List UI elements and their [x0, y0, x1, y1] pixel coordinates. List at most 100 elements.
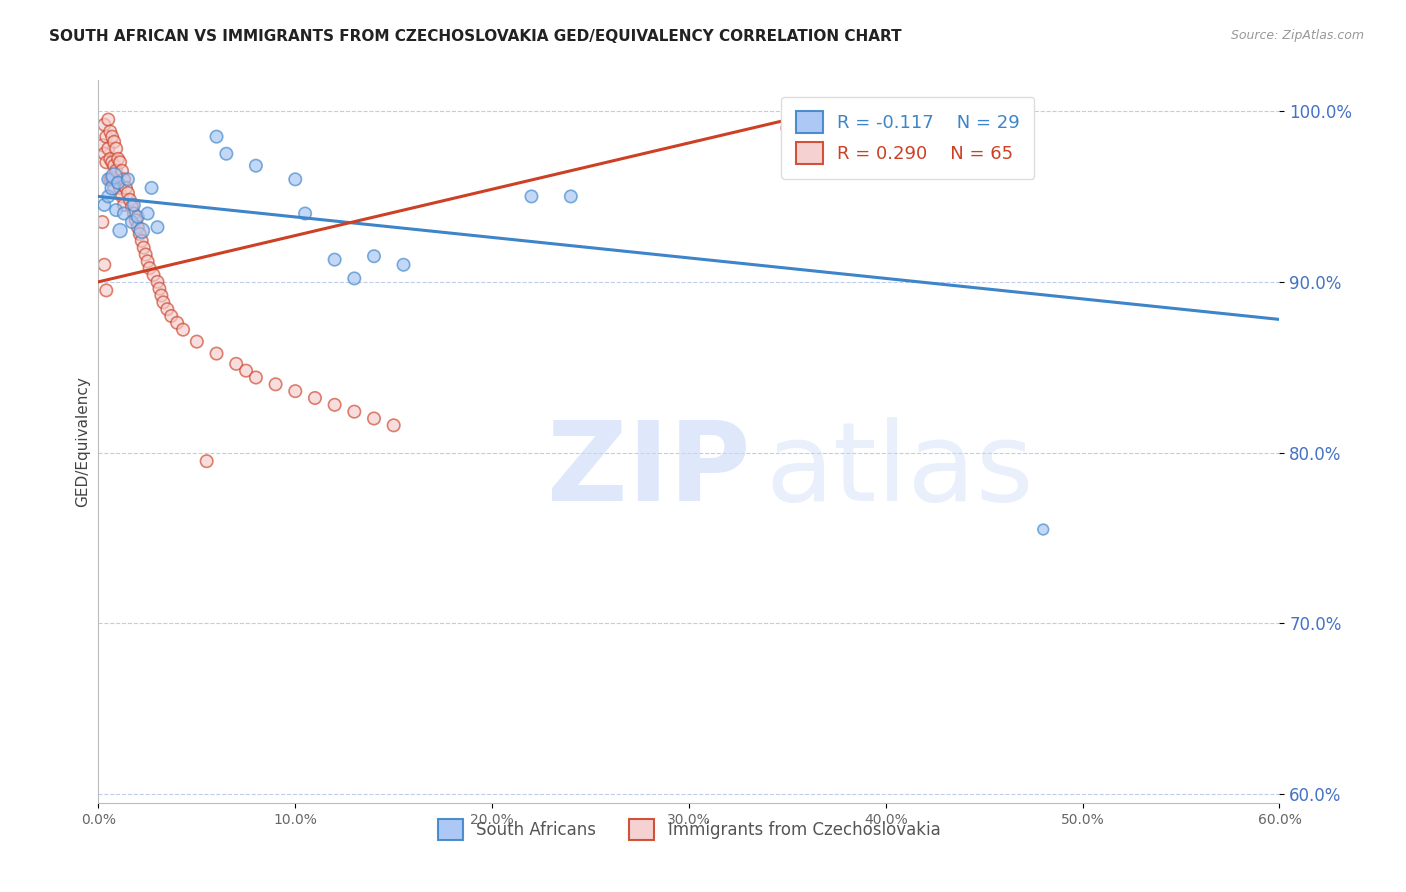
Point: [101, 172, 124, 186]
Point: [186, 334, 208, 349]
Point: [141, 181, 163, 195]
Point: [138, 261, 160, 276]
Point: [107, 152, 129, 166]
Point: [93, 258, 115, 272]
Point: [117, 186, 139, 200]
Point: [112, 172, 135, 186]
Point: [304, 391, 326, 405]
Point: [105, 203, 128, 218]
Point: [101, 129, 124, 144]
Point: [97, 112, 120, 127]
Point: [363, 249, 385, 263]
Point: [98, 152, 121, 166]
Point: [103, 135, 125, 149]
Point: [98, 172, 121, 186]
Point: [105, 142, 128, 156]
Point: [343, 271, 366, 285]
Point: [135, 247, 157, 261]
Point: [160, 309, 183, 323]
Point: [323, 398, 346, 412]
Point: [101, 181, 124, 195]
Point: [93, 118, 115, 132]
Point: [156, 302, 179, 317]
Point: [108, 224, 131, 238]
Point: [103, 159, 125, 173]
Point: [132, 241, 155, 255]
Point: [152, 295, 174, 310]
Point: [97, 189, 120, 203]
Point: [205, 129, 228, 144]
Y-axis label: GED/Equivalency: GED/Equivalency: [75, 376, 90, 507]
Point: [115, 181, 138, 195]
Point: [1032, 523, 1054, 537]
Point: [121, 215, 143, 229]
Point: [96, 129, 118, 144]
Point: [107, 176, 129, 190]
Point: [264, 377, 287, 392]
Point: [122, 206, 145, 220]
Point: [107, 176, 129, 190]
Point: [131, 224, 153, 238]
Point: [97, 142, 120, 156]
Point: [128, 227, 150, 241]
Point: [97, 172, 120, 186]
Point: [245, 159, 267, 173]
Point: [98, 124, 121, 138]
Point: [121, 200, 143, 214]
Point: [560, 189, 582, 203]
Point: [225, 357, 247, 371]
Point: [131, 234, 153, 248]
Point: [93, 198, 115, 212]
Point: [245, 370, 267, 384]
Point: [205, 346, 228, 360]
Text: SOUTH AFRICAN VS IMMIGRANTS FROM CZECHOSLOVAKIA GED/EQUIVALENCY CORRELATION CHAR: SOUTH AFRICAN VS IMMIGRANTS FROM CZECHOS…: [49, 29, 901, 44]
Point: [215, 146, 238, 161]
Point: [118, 193, 141, 207]
Point: [96, 155, 118, 169]
Point: [122, 198, 145, 212]
Point: [108, 181, 131, 195]
Point: [284, 172, 307, 186]
Point: [117, 172, 139, 186]
Point: [146, 220, 169, 235]
Point: [148, 282, 170, 296]
Point: [166, 316, 188, 330]
Point: [142, 268, 165, 282]
Point: [136, 206, 159, 220]
Point: [108, 155, 131, 169]
Point: [235, 364, 257, 378]
Point: [111, 163, 134, 178]
Point: [93, 146, 115, 161]
Point: [112, 206, 135, 220]
Point: [195, 454, 218, 468]
Point: [520, 189, 543, 203]
Point: [382, 418, 405, 433]
Point: [136, 254, 159, 268]
Point: [146, 275, 169, 289]
Point: [172, 323, 194, 337]
Point: [343, 404, 366, 418]
Point: [111, 189, 134, 203]
Legend: South Africans, Immigrants from Czechoslovakia: South Africans, Immigrants from Czechosl…: [430, 813, 948, 847]
Point: [101, 155, 124, 169]
Point: [91, 138, 114, 153]
Point: [127, 210, 149, 224]
Point: [103, 169, 125, 183]
Point: [323, 252, 346, 267]
Point: [105, 163, 128, 178]
Point: [363, 411, 385, 425]
Text: atlas: atlas: [766, 417, 1035, 524]
Point: [392, 258, 415, 272]
Point: [103, 181, 125, 195]
Point: [294, 206, 316, 220]
Point: [284, 384, 307, 399]
Point: [150, 288, 173, 302]
Point: [125, 213, 148, 227]
Point: [127, 220, 149, 235]
Point: [776, 121, 799, 136]
Point: [91, 215, 114, 229]
Point: [96, 284, 118, 298]
Text: Source: ZipAtlas.com: Source: ZipAtlas.com: [1230, 29, 1364, 42]
Text: ZIP: ZIP: [547, 417, 751, 524]
Point: [112, 198, 135, 212]
